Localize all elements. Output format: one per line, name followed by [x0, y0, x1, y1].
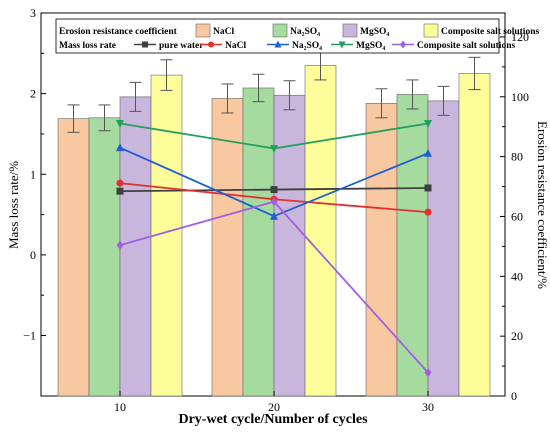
bar: [119, 96, 152, 397]
error-bars-layer: [67, 50, 481, 133]
marker-diamond: [400, 40, 406, 49]
legend-bar-swatch: [342, 23, 358, 38]
y-left-tick-label: 1: [30, 167, 36, 181]
legend-bar-label: NaCl: [213, 27, 234, 37]
y-right-tick-label: 120: [511, 30, 529, 44]
y-axis-right-label: Erosion resistance coefficient/%: [535, 121, 550, 289]
marker-triangle-up: [274, 40, 282, 48]
marker-circle: [208, 41, 214, 48]
y-right-tick-label: 100: [511, 90, 529, 104]
legend-bar-label: MgSO₄: [360, 27, 389, 37]
marker-square: [424, 184, 432, 192]
y-right-tick-label: 80: [511, 150, 523, 164]
y-left-tick-label: 0: [30, 248, 36, 262]
x-tick-label: 20: [268, 400, 280, 414]
y-right-tick-label: 0: [511, 389, 517, 403]
legend-line-label: Na₂SO₄: [292, 41, 322, 51]
marker-diamond: [424, 368, 432, 378]
marker-triangle-down: [424, 119, 432, 128]
lines-layer: [116, 119, 432, 378]
marker-triangle-down: [116, 119, 124, 128]
x-axis-label: Dry-wet cycle/Number of cycles: [178, 412, 368, 427]
y-left-tick-label: 3: [30, 6, 36, 20]
marker-triangle-up: [116, 143, 124, 152]
y-right-tick-label: 20: [511, 329, 523, 343]
bar: [458, 73, 491, 397]
bar: [304, 65, 337, 397]
bar: [396, 94, 429, 397]
bars-layer: [57, 65, 491, 397]
marker-triangle-down: [338, 41, 346, 49]
marker-square: [270, 186, 278, 194]
legend-line-label: Composite salt solutions: [417, 41, 515, 51]
bar: [242, 87, 275, 397]
legend-line-label: NaCl: [225, 41, 246, 51]
x-tick-label: 10: [114, 400, 126, 414]
legend-line-label: MgSO₄: [356, 41, 385, 51]
legend-bar-label: Na₂SO₄: [290, 27, 320, 37]
legend-line-label: pure water: [159, 41, 204, 51]
marker-circle: [424, 208, 432, 216]
marker-triangle-up: [424, 148, 432, 157]
x-tick-label: 30: [422, 400, 434, 414]
y-right-tick-label: 40: [511, 269, 523, 283]
bar: [88, 117, 121, 397]
y-left-tick-label: 2: [30, 87, 36, 101]
marker-square: [116, 187, 124, 195]
y-left-tick-label: −1: [23, 329, 36, 343]
marker-triangle-up: [270, 211, 278, 220]
marker-square: [142, 41, 148, 48]
legend-bar-swatch: [195, 23, 211, 38]
legend-bar-label: Composite salt solutions: [441, 27, 539, 37]
legend-bar-swatch: [423, 23, 439, 38]
bar: [57, 118, 90, 397]
marker-circle: [116, 179, 124, 187]
marker-diamond: [116, 240, 124, 250]
bar: [273, 94, 306, 397]
legend-line-title: Mass loss rate: [59, 41, 116, 51]
bar: [427, 100, 460, 397]
y-right-tick-label: 60: [511, 209, 523, 223]
y-axis-left-label: Mass loss rate/%: [6, 161, 21, 249]
bar: [365, 103, 398, 397]
legend-bar-title: Erosion resistance coefficient: [59, 27, 178, 37]
legend: Erosion resistance coefficient NaCl Na₂SO₄…: [55, 18, 539, 54]
legend-bar-swatch: [272, 23, 288, 38]
marker-triangle-down: [270, 144, 278, 153]
marker-diamond: [270, 197, 278, 207]
